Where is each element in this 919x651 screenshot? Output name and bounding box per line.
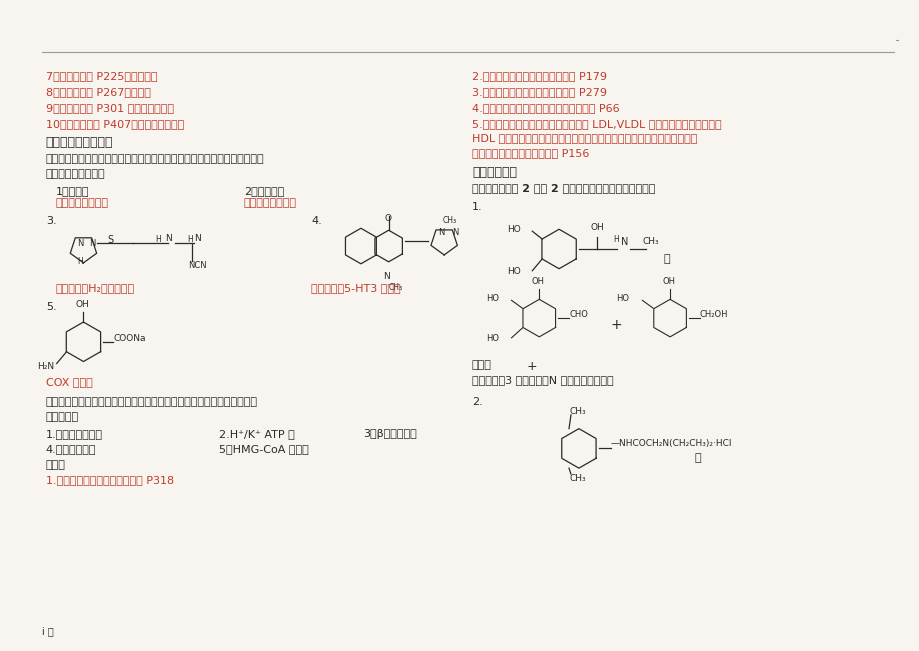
Text: CH₃: CH₃ xyxy=(641,237,658,246)
Text: HDL 水平，可用于原发性高胆固醇血症和冠心病的治疗，也可用于预防冠: HDL 水平，可用于原发性高胆固醇血症和冠心病的治疗，也可用于预防冠 xyxy=(471,133,697,143)
Text: H: H xyxy=(154,235,160,244)
Text: CH₃: CH₃ xyxy=(568,407,585,416)
Text: COX 抑制剂: COX 抑制剂 xyxy=(46,378,93,387)
Text: 5.洛伐他汀，降低总胆固醇，也能降低 LDL,VLDL 水平，并能提高血浆中的: 5.洛伐他汀，降低总胆固醇，也能降低 LDL,VLDL 水平，并能提高血浆中的 xyxy=(471,118,720,129)
Text: 2．阿扑吗啡: 2．阿扑吗啡 xyxy=(244,186,284,196)
Text: 5.: 5. xyxy=(46,302,56,312)
Text: OH: OH xyxy=(662,277,675,286)
Text: HO: HO xyxy=(507,225,521,234)
Text: 状动脉粥样硬化，化学结构书 P156: 状动脉粥样硬化，化学结构书 P156 xyxy=(471,148,589,158)
Text: 3.克拉维酸钾，抗菌，化学结构书 P279: 3.克拉维酸钾，抗菌，化学结构书 P279 xyxy=(471,87,607,97)
Text: OH: OH xyxy=(531,277,544,286)
Text: 西咪替丁，H₂受体拮抗剂: 西咪替丁，H₂受体拮抗剂 xyxy=(56,283,135,292)
Text: 多巴胺受体拮抗剂: 多巴胺受体拮抗剂 xyxy=(56,198,108,208)
Text: COONa: COONa xyxy=(113,334,145,343)
Text: CH₃: CH₃ xyxy=(442,216,456,225)
Text: 1.甲氧苄啶，抗菌，化学结构书 P318: 1.甲氧苄啶，抗菌，化学结构书 P318 xyxy=(46,475,174,485)
Text: 7．化学结构书 P225：抗肿瘤药: 7．化学结构书 P225：抗肿瘤药 xyxy=(46,72,157,81)
Text: N: N xyxy=(619,237,628,247)
Text: OH: OH xyxy=(590,223,604,232)
Text: 药理作用。: 药理作用。 xyxy=(46,412,79,422)
Text: N: N xyxy=(165,234,171,243)
Text: N: N xyxy=(89,239,96,248)
Text: 昂丹司琼，5-HT3 拮抗剂: 昂丹司琼，5-HT3 拮抗剂 xyxy=(311,283,401,292)
Text: N: N xyxy=(451,229,458,237)
Text: 8．化学结构书 P267：抗生素: 8．化学结构书 P267：抗生素 xyxy=(46,87,151,97)
Text: —NHCOCH₂N(CH₂CH₃)₂·HCl: —NHCOCH₂N(CH₂CH₃)₂·HCl xyxy=(610,439,732,447)
Text: CH₃: CH₃ xyxy=(568,474,585,483)
Text: 1．氯丙嗪: 1．氯丙嗪 xyxy=(56,186,89,196)
Text: 三、体内代谢: 三、体内代谢 xyxy=(471,166,516,179)
Text: 2.H⁺/K⁺ ATP 酶: 2.H⁺/K⁺ ATP 酶 xyxy=(219,428,295,439)
Text: 2.: 2. xyxy=(471,397,482,407)
Text: 4.乙酰胆碱酯酶: 4.乙酰胆碱酯酶 xyxy=(46,445,96,454)
Text: 多巴胺受体激动剂: 多巴胺受体激动剂 xyxy=(244,198,297,208)
Text: CH₂OH: CH₂OH xyxy=(699,310,728,319)
Text: CH₃: CH₃ xyxy=(388,283,403,292)
Text: 3．β－内酰胺酶: 3．β－内酰胺酶 xyxy=(362,428,416,439)
Text: S: S xyxy=(108,235,113,245)
Text: OH: OH xyxy=(75,300,89,309)
Text: CHO: CHO xyxy=(568,310,587,319)
Text: 9．化学结构书 P301 喹诺酮类抗菌药: 9．化学结构书 P301 喹诺酮类抗菌药 xyxy=(46,103,174,113)
Text: 二、药物的作用机制: 二、药物的作用机制 xyxy=(46,137,113,150)
Text: 答案：: 答案： xyxy=(471,359,492,370)
Text: 参考答案：3 位甲醚化、N 去甲基、氨基氧化: 参考答案：3 位甲醚化、N 去甲基、氨基氧化 xyxy=(471,376,613,385)
Text: ：: ： xyxy=(663,254,669,264)
Text: 4.: 4. xyxy=(311,216,322,227)
Text: 阻滞剂或抑制剂）。: 阻滞剂或抑制剂）。 xyxy=(46,169,106,179)
Text: +: + xyxy=(610,318,621,332)
Text: i ．: i ． xyxy=(41,626,53,636)
Text: 4.溴新斯的明，抗老年痴呆，化学结构书 P66: 4.溴新斯的明，抗老年痴呆，化学结构书 P66 xyxy=(471,103,618,113)
Text: 10．化学结构书 P407：肾上腺皮质激素: 10．化学结构书 P407：肾上腺皮质激素 xyxy=(46,118,184,129)
Text: H: H xyxy=(187,235,193,244)
Text: H: H xyxy=(77,257,83,266)
Text: 5．HMG-CoA 还原酶: 5．HMG-CoA 还原酶 xyxy=(219,445,309,454)
Text: 1.二氢叶酸还原酶: 1.二氢叶酸还原酶 xyxy=(46,428,103,439)
Text: ：: ： xyxy=(694,453,700,464)
Text: （一）请写出下列药物的作用靶点，指出是该靶点的激动剂还是拮抗剂（或: （一）请写出下列药物的作用靶点，指出是该靶点的激动剂还是拮抗剂（或 xyxy=(46,154,264,164)
Text: HO: HO xyxy=(485,334,498,343)
Text: N: N xyxy=(77,239,84,248)
Text: N: N xyxy=(437,229,444,237)
Text: N: N xyxy=(382,271,389,281)
Text: 2.奥美拉唑，抗溃疡，化学结构书 P179: 2.奥美拉唑，抗溃疡，化学结构书 P179 xyxy=(471,72,607,81)
Text: （二）请写出对下列酶有抑制作用的一种药物名称，及其化学结构和主要: （二）请写出对下列酶有抑制作用的一种药物名称，及其化学结构和主要 xyxy=(46,397,257,407)
Text: +: + xyxy=(526,359,537,372)
Text: HO: HO xyxy=(507,267,521,276)
Text: NCN: NCN xyxy=(188,261,207,270)
Text: H₂N: H₂N xyxy=(37,361,54,370)
Text: H: H xyxy=(613,235,618,244)
Text: O: O xyxy=(384,214,391,223)
Text: 3.: 3. xyxy=(46,216,56,227)
Text: 请指出下列药物 2 种或 2 种以上的代谢途径或代谢产物。: 请指出下列药物 2 种或 2 种以上的代谢途径或代谢产物。 xyxy=(471,183,654,193)
Text: 答案：: 答案： xyxy=(46,460,65,470)
Text: HO: HO xyxy=(485,294,498,303)
Text: 1.: 1. xyxy=(471,202,482,212)
Text: HO: HO xyxy=(616,294,629,303)
Text: N: N xyxy=(194,234,201,243)
